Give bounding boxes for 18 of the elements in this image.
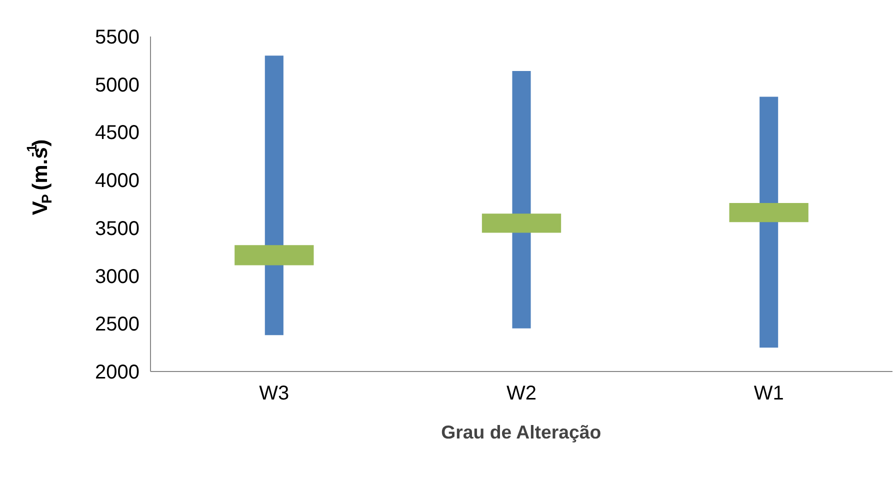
y-tick-label: 3500 — [95, 218, 140, 240]
x-tick-label: W2 — [506, 382, 536, 404]
bar — [482, 214, 562, 233]
bar — [760, 96, 778, 348]
x-tick-label: W1 — [754, 382, 784, 404]
y-tick-label: 5000 — [95, 74, 140, 96]
y-tick-label: 4000 — [95, 170, 140, 192]
y-tick-label: 2500 — [95, 314, 140, 336]
y-tick-label: 2000 — [95, 362, 140, 384]
bar — [264, 56, 284, 336]
y-tick-label: 3000 — [95, 266, 140, 288]
x-axis-title: Grau de Alteração — [441, 422, 602, 442]
x-tick-label: W3 — [259, 382, 290, 404]
bar — [234, 245, 314, 266]
y-tick-label: 4500 — [95, 122, 140, 144]
bar — [729, 203, 808, 222]
y-tick-label: 5500 — [95, 26, 140, 48]
bar — [512, 70, 531, 328]
